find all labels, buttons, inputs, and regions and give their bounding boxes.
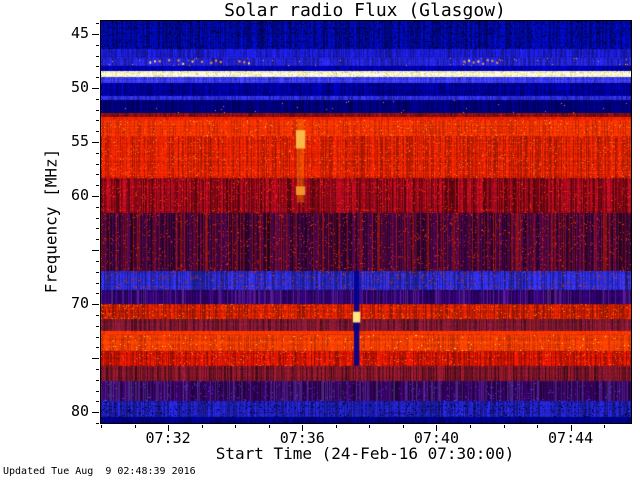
x-minor-tick <box>503 425 505 428</box>
y-minor-tick <box>96 336 99 338</box>
y-minor-tick <box>96 23 99 25</box>
y-tick-label: 60 <box>70 186 89 205</box>
y-minor-tick <box>96 77 99 79</box>
y-minor-tick <box>96 423 99 424</box>
y-minor-tick <box>96 228 99 230</box>
x-axis-title: Start Time (24-Feb-16 07:30:00) <box>215 444 515 463</box>
y-tick-label: 80 <box>70 402 89 421</box>
y-minor-tick <box>96 98 99 100</box>
y-minor-tick <box>96 325 99 327</box>
x-tick-label: 07:32 <box>145 429 191 447</box>
y-minor-tick <box>96 55 99 57</box>
y-major-tick <box>92 358 99 360</box>
y-minor-tick <box>96 314 99 316</box>
plot-area <box>100 20 632 424</box>
y-minor-tick <box>96 271 99 273</box>
x-major-tick <box>302 425 304 431</box>
y-major-tick <box>92 196 99 198</box>
y-minor-tick <box>96 66 99 68</box>
x-major-tick <box>570 425 572 431</box>
x-minor-tick <box>235 425 237 428</box>
x-tick-label: 07:40 <box>413 429 460 447</box>
x-minor-tick <box>604 425 606 428</box>
y-minor-tick <box>96 347 99 349</box>
y-minor-tick <box>96 293 99 295</box>
y-minor-tick <box>96 120 99 122</box>
x-minor-tick <box>101 425 102 428</box>
y-minor-tick <box>96 368 99 370</box>
x-tick-label: 07:36 <box>279 429 325 447</box>
y-minor-tick <box>96 282 99 284</box>
y-minor-tick <box>96 152 99 154</box>
y-major-tick <box>92 250 99 252</box>
x-major-tick <box>436 425 438 431</box>
x-minor-tick <box>369 425 371 428</box>
y-minor-tick <box>96 174 99 176</box>
y-tick-label: 70 <box>70 294 89 313</box>
x-minor-tick <box>402 425 404 428</box>
x-minor-tick <box>134 425 136 428</box>
y-minor-tick <box>96 185 99 187</box>
x-major-tick <box>168 425 170 431</box>
update-timestamp: Updated Tue Aug 9 02:48:39 2016 <box>3 466 196 477</box>
y-major-tick <box>92 304 99 306</box>
y-minor-tick <box>96 44 99 46</box>
x-minor-tick <box>201 425 203 428</box>
x-minor-tick <box>537 425 539 428</box>
x-minor-tick <box>335 425 337 428</box>
y-minor-tick <box>96 163 99 165</box>
y-minor-tick <box>96 217 99 219</box>
y-tick-label: 50 <box>70 78 89 96</box>
chart-title: Solar radio Flux (Glasgow) <box>224 0 506 21</box>
y-minor-tick <box>96 379 99 381</box>
y-minor-tick <box>96 239 99 241</box>
y-minor-tick <box>96 390 99 392</box>
y-minor-tick <box>96 206 99 208</box>
y-tick-label: 55 <box>70 132 89 151</box>
y-axis-title: Frequency [MHz] <box>41 148 60 294</box>
y-major-tick <box>92 33 99 35</box>
y-major-tick <box>92 412 99 414</box>
y-minor-tick <box>96 131 99 133</box>
x-tick-label: 07:44 <box>548 429 594 447</box>
y-major-tick <box>92 142 99 144</box>
x-minor-tick <box>268 425 270 428</box>
x-minor-tick <box>469 425 471 428</box>
y-minor-tick <box>96 109 99 111</box>
y-major-tick <box>92 88 99 89</box>
y-minor-tick <box>96 260 99 262</box>
spectrogram-canvas <box>101 21 631 423</box>
y-minor-tick <box>96 401 99 403</box>
y-tick-label: 45 <box>70 23 89 42</box>
